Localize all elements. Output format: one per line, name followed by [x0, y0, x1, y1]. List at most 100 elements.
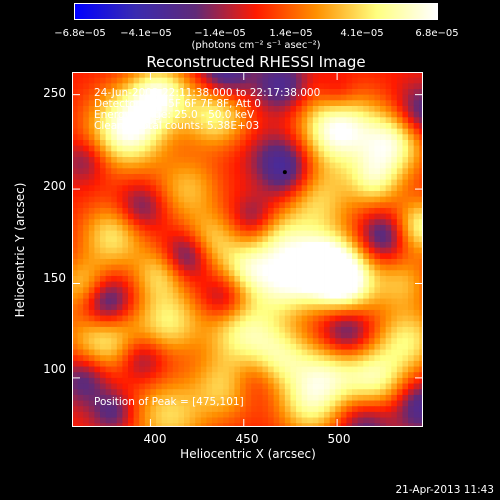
heatmap-cell: [161, 100, 168, 107]
heatmap-cell: [189, 247, 196, 254]
heatmap-cell: [88, 162, 95, 169]
heatmap-cell: [324, 190, 331, 198]
heatmap-cell: [161, 111, 168, 118]
heatmap-cell: [268, 326, 275, 333]
heatmap-cell: [240, 94, 247, 101]
heatmap-cell: [335, 190, 342, 198]
heatmap-cell: [72, 156, 78, 164]
heatmap-cell: [200, 383, 207, 390]
heatmap-cell: [368, 207, 375, 215]
heatmap-cell: [94, 304, 101, 311]
heatmap-cell: [251, 309, 258, 316]
heatmap-cell: [184, 394, 191, 401]
heatmap-cell: [419, 236, 423, 243]
heatmap-cell: [228, 122, 235, 130]
heatmap-cell: [150, 389, 157, 396]
heatmap-cell: [122, 162, 129, 169]
heatmap-cell: [105, 349, 112, 356]
heatmap-cell: [150, 394, 157, 401]
heatmap-cell: [273, 105, 280, 113]
heatmap-cell: [352, 156, 359, 164]
heatmap-cell: [391, 117, 398, 124]
heatmap-cell: [133, 258, 140, 265]
heatmap-cell: [128, 128, 135, 135]
heatmap-cell: [290, 196, 297, 203]
heatmap-cell: [184, 202, 191, 209]
heatmap-cell: [128, 355, 135, 362]
heatmap-cell: [139, 72, 146, 79]
heatmap-cell: [234, 304, 241, 311]
heatmap-cell: [88, 406, 95, 413]
heatmap-cell: [296, 88, 303, 96]
heatmap-cell: [346, 360, 353, 367]
heatmap-cell: [223, 105, 230, 113]
heatmap-cell: [88, 185, 95, 192]
heatmap-cell: [212, 281, 219, 288]
heatmap-cell: [228, 309, 235, 316]
heatmap-cell: [346, 207, 353, 215]
heatmap-cell: [312, 315, 319, 322]
heatmap-cell: [139, 88, 146, 96]
heatmap-cell: [352, 309, 359, 316]
heatmap-cell: [184, 145, 191, 152]
heatmap-cell: [391, 383, 398, 390]
heatmap-cell: [116, 258, 123, 265]
heatmap-cell: [419, 213, 423, 220]
heatmap-cell: [251, 343, 258, 350]
heatmap-cell: [413, 349, 420, 356]
heatmap-cell: [402, 230, 409, 237]
heatmap-cell: [195, 219, 202, 226]
heatmap-cell: [312, 207, 319, 215]
heatmap-cell: [139, 406, 146, 413]
heatmap-cell: [296, 105, 303, 113]
heatmap-cell: [189, 219, 196, 226]
heatmap-cell: [200, 326, 207, 333]
heatmap-cell: [340, 111, 347, 118]
heatmap-cell: [234, 326, 241, 333]
heatmap-cell: [161, 207, 168, 215]
heatmap-cell: [245, 72, 252, 79]
heatmap-cell: [368, 236, 375, 243]
heatmap-cell: [301, 145, 308, 152]
heatmap-cell: [228, 179, 235, 186]
heatmap-cell: [195, 423, 202, 427]
heatmap-cell: [144, 196, 151, 203]
heatmap-cell: [396, 162, 403, 169]
heatmap-cell: [268, 247, 275, 254]
heatmap-cell: [256, 258, 263, 265]
heatmap-cell: [290, 417, 297, 424]
heatmap-cell: [296, 406, 303, 413]
heatmap-cell: [329, 287, 336, 294]
heatmap-cell: [413, 389, 420, 396]
heatmap-cell: [133, 202, 140, 209]
heatmap-cell: [273, 156, 280, 164]
heatmap-cell: [273, 224, 280, 232]
heatmap-cell: [240, 377, 247, 384]
heatmap-cell: [419, 105, 423, 113]
heatmap-cell: [352, 417, 359, 424]
heatmap-cell: [116, 275, 123, 282]
heatmap-cell: [251, 202, 258, 209]
heatmap-cell: [195, 332, 202, 339]
heatmap-cell: [408, 400, 415, 407]
heatmap-cell: [139, 162, 146, 169]
heatmap-cell: [167, 179, 174, 186]
heatmap-cell: [352, 185, 359, 192]
heatmap-cell: [324, 349, 331, 356]
heatmap-cell: [296, 423, 303, 427]
y-tick-label: 100: [43, 362, 66, 376]
heatmap-cell: [402, 77, 409, 84]
heatmap-cell: [413, 270, 420, 277]
heatmap-cell: [212, 207, 219, 215]
heatmap-cell: [195, 173, 202, 181]
heatmap-cell: [273, 128, 280, 135]
heatmap-cell: [402, 292, 409, 299]
heatmap-cell: [357, 128, 364, 135]
heatmap-cell: [200, 156, 207, 164]
heatmap-cell: [408, 168, 415, 175]
heatmap-cell: [268, 355, 275, 362]
heatmap-cell: [251, 326, 258, 333]
heatmap-cell: [279, 162, 286, 169]
heatmap-cell: [318, 423, 325, 427]
heatmap-cell: [396, 372, 403, 379]
